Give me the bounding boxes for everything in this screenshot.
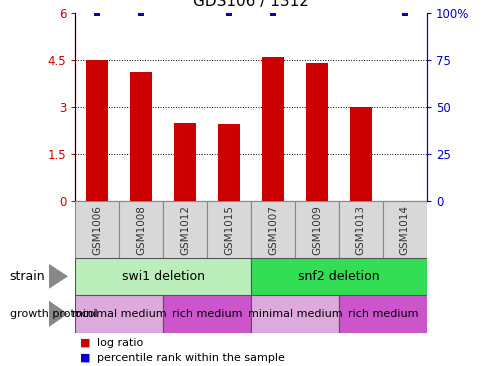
Text: GSM1008: GSM1008: [136, 205, 146, 255]
Text: GSM1007: GSM1007: [268, 205, 277, 255]
Bar: [86, 60, 108, 201]
Title: GDS106 / 1312: GDS106 / 1312: [193, 0, 308, 9]
Polygon shape: [48, 264, 68, 289]
Bar: [251, 295, 338, 333]
Text: log ratio: log ratio: [97, 338, 143, 348]
Bar: [75, 295, 163, 333]
Text: minimal medium: minimal medium: [247, 309, 342, 319]
Bar: [338, 201, 382, 258]
Text: GSM1014: GSM1014: [399, 205, 409, 255]
Text: rich medium: rich medium: [171, 309, 242, 319]
Polygon shape: [48, 300, 68, 327]
Bar: [75, 258, 251, 295]
Text: strain: strain: [10, 270, 45, 283]
Text: rich medium: rich medium: [347, 309, 417, 319]
Text: ■: ■: [80, 353, 91, 363]
Bar: [163, 201, 207, 258]
Bar: [261, 57, 283, 201]
Text: percentile rank within the sample: percentile rank within the sample: [97, 353, 284, 363]
Bar: [349, 107, 371, 201]
Bar: [382, 201, 426, 258]
Bar: [163, 295, 251, 333]
Text: minimal medium: minimal medium: [72, 309, 166, 319]
Bar: [294, 201, 338, 258]
Bar: [305, 63, 327, 201]
Bar: [251, 201, 294, 258]
Bar: [119, 201, 163, 258]
Text: growth protocol: growth protocol: [10, 309, 97, 319]
Bar: [218, 124, 240, 201]
Text: GSM1015: GSM1015: [224, 205, 233, 255]
Text: GSM1009: GSM1009: [311, 205, 321, 255]
Bar: [251, 258, 426, 295]
Text: GSM1006: GSM1006: [92, 205, 102, 255]
Text: swi1 deletion: swi1 deletion: [121, 270, 204, 283]
Bar: [174, 123, 196, 201]
Bar: [130, 72, 152, 201]
Bar: [75, 201, 119, 258]
Text: snf2 deletion: snf2 deletion: [298, 270, 379, 283]
Text: ■: ■: [80, 338, 91, 348]
Bar: [207, 201, 251, 258]
Bar: [338, 295, 426, 333]
Text: GSM1012: GSM1012: [180, 205, 190, 255]
Text: GSM1013: GSM1013: [355, 205, 365, 255]
